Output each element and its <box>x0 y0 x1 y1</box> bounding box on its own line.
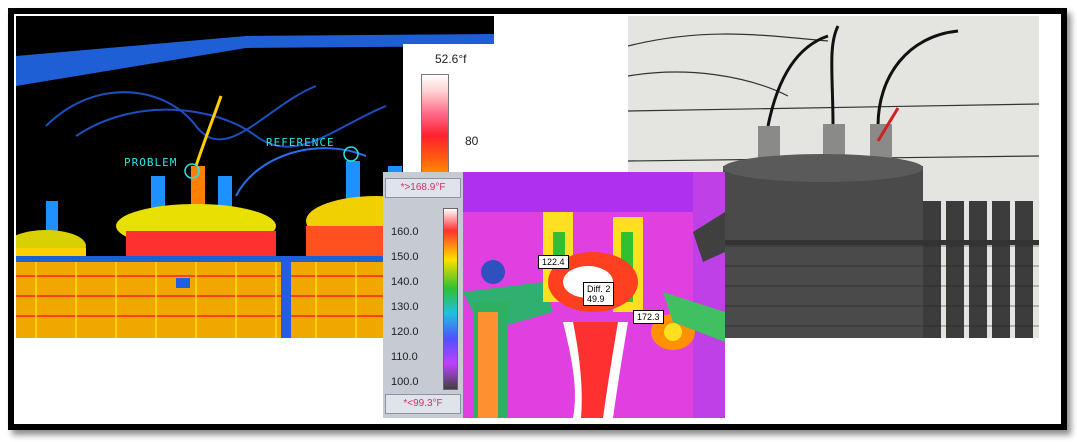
legend-max-label: *>168.9°F <box>385 178 461 198</box>
thermal-closeup-image: *>168.9°F 160.0 150.0 140.0 130.0 120.0 … <box>383 172 725 418</box>
legend-min-label: *<99.3°F <box>385 394 461 414</box>
legend-tick: 110.0 <box>391 351 418 363</box>
legend-tick: 150.0 <box>391 251 419 263</box>
legend-tick: 100.0 <box>391 376 419 388</box>
closeup-thermal-graphic: 122.4 Diff. 2 49.9 172.3 <box>463 172 725 418</box>
scale-tick-label: 80 <box>465 134 479 148</box>
legend-tick: 120.0 <box>391 326 419 338</box>
scale-max-value: 52.6°f <box>435 52 467 66</box>
problem-label: PROBLEM <box>124 156 178 169</box>
scale-color-bar <box>421 74 449 186</box>
temp-tag-1: 122.4 <box>538 255 569 269</box>
closeup-legend: *>168.9°F 160.0 150.0 140.0 130.0 120.0 … <box>383 172 463 418</box>
temp-tag-3: 172.3 <box>633 310 664 324</box>
reference-label: REFERENCE <box>266 136 335 149</box>
legend-tick: 130.0 <box>391 301 419 313</box>
diff-tag: Diff. 2 49.9 <box>583 282 615 306</box>
diff-tag-value: 49.9 <box>587 294 605 304</box>
diff-tag-label: Diff. 2 <box>587 284 611 294</box>
legend-tick: 160.0 <box>391 226 419 238</box>
legend-tick: 140.0 <box>391 276 419 288</box>
legend-color-bar <box>443 208 458 390</box>
